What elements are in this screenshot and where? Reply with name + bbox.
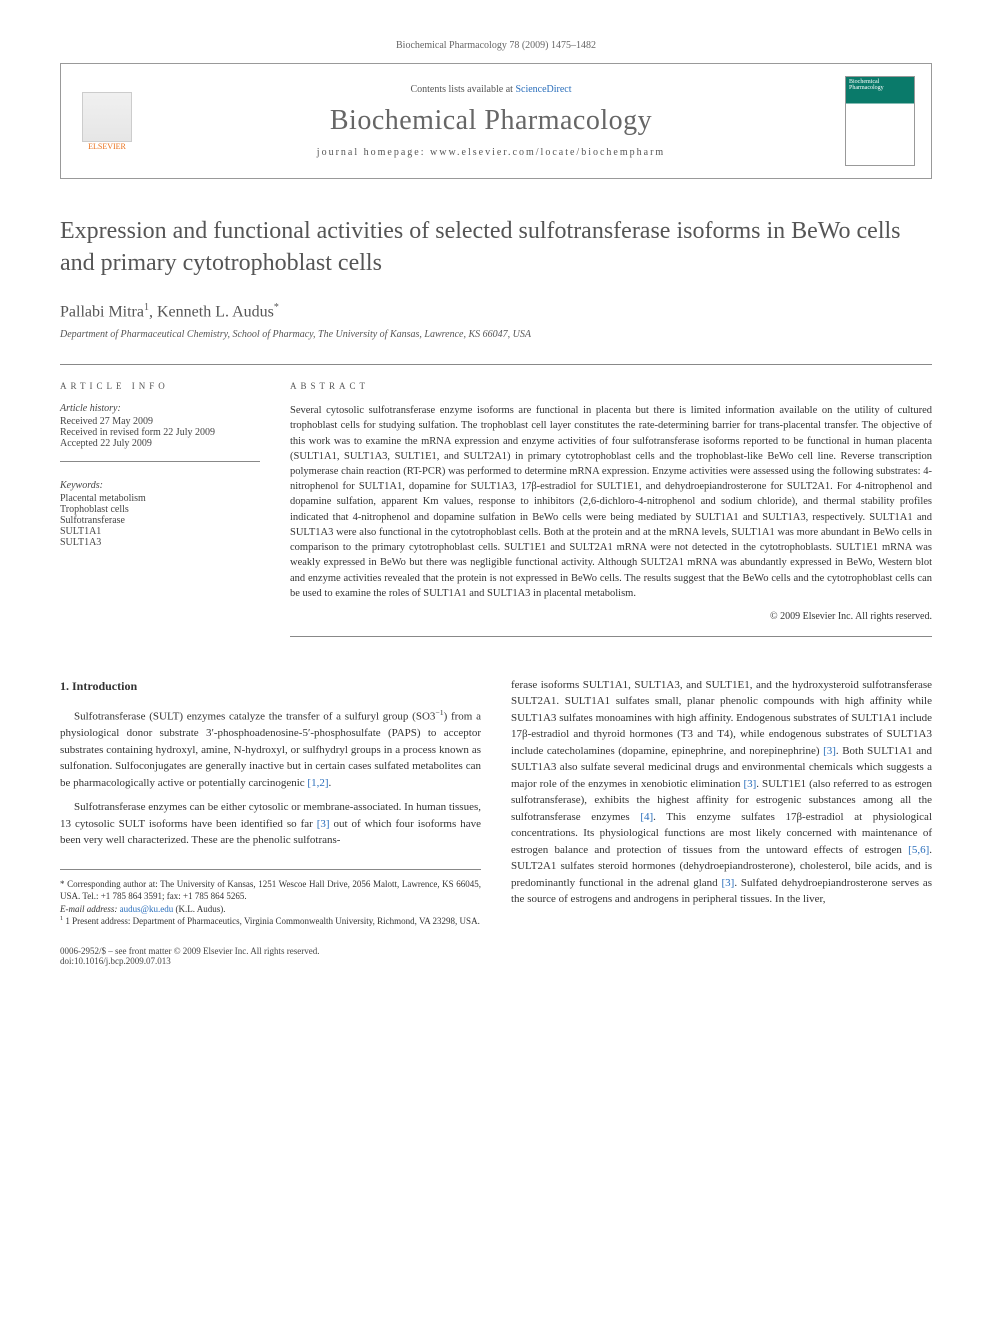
email-who: (K.L. Audus).: [173, 904, 225, 914]
section-1-head: 1. Introduction: [60, 677, 481, 695]
accepted: Accepted 22 July 2009: [60, 438, 260, 449]
abstract-col: ABSTRACT Several cytosolic sulfotransfer…: [290, 365, 932, 637]
article-info-head: ARTICLE INFO: [60, 381, 260, 391]
elsevier-tree-icon: [82, 92, 132, 142]
kw-4: SULT1A1: [60, 526, 260, 537]
journal-homepage: journal homepage: www.elsevier.com/locat…: [153, 147, 829, 158]
para-2: Sulfotransferase enzymes can be either c…: [60, 799, 481, 849]
cover-label: Biochemical Pharmacology: [849, 79, 914, 91]
email-label: E-mail address:: [60, 904, 120, 914]
p1c: .: [328, 777, 331, 789]
kw-5: SULT1A3: [60, 537, 260, 548]
keywords-label: Keywords:: [60, 480, 260, 491]
keywords: Keywords: Placental metabolism Trophobla…: [60, 480, 260, 560]
body-col-left: 1. Introduction Sulfotransferase (SULT) …: [60, 677, 481, 928]
journal-cover-thumb: Biochemical Pharmacology: [845, 76, 915, 166]
homepage-prefix: journal homepage:: [317, 147, 430, 158]
sciencedirect-link[interactable]: ScienceDirect: [515, 84, 571, 95]
issn-line: 0006-2952/$ – see front matter © 2009 El…: [60, 946, 932, 956]
present-address-footnote: 1 1 Present address: Department of Pharm…: [60, 915, 481, 928]
email-footnote: E-mail address: audus@ku.edu (K.L. Audus…: [60, 903, 481, 916]
header-center: Contents lists available at ScienceDirec…: [153, 84, 829, 158]
ref-4[interactable]: [4]: [640, 811, 653, 823]
abstract-copyright: © 2009 Elsevier Inc. All rights reserved…: [290, 611, 932, 622]
article-history: Article history: Received 27 May 2009 Re…: [60, 403, 260, 462]
kw-2: Trophoblast cells: [60, 504, 260, 515]
present-text: 1 Present address: Department of Pharmac…: [65, 916, 479, 926]
running-head: Biochemical Pharmacology 78 (2009) 1475–…: [60, 40, 932, 51]
ref-5-6[interactable]: [5,6]: [908, 844, 929, 856]
article-info-col: ARTICLE INFO Article history: Received 2…: [60, 365, 260, 637]
author-2-sup: *: [274, 302, 279, 313]
received: Received 27 May 2009: [60, 416, 260, 427]
para-1: Sulfotransferase (SULT) enzymes catalyze…: [60, 707, 481, 791]
body-columns: 1. Introduction Sulfotransferase (SULT) …: [60, 677, 932, 928]
publisher-name: ELSEVIER: [88, 142, 126, 151]
author-2: Kenneth L. Audus: [157, 303, 274, 320]
revised: Received in revised form 22 July 2009: [60, 427, 260, 438]
email-link[interactable]: audus@ku.edu: [120, 904, 174, 914]
ref-3c[interactable]: [3]: [722, 877, 735, 889]
front-matter-line: 0006-2952/$ – see front matter © 2009 El…: [60, 946, 932, 966]
ref-3a[interactable]: [3]: [823, 745, 836, 757]
doi-line: doi:10.1016/j.bcp.2009.07.013: [60, 956, 932, 966]
journal-name: Biochemical Pharmacology: [153, 105, 829, 137]
article-title: Expression and functional activities of …: [60, 215, 932, 280]
ref-3b[interactable]: [3]: [743, 778, 756, 790]
elsevier-logo: ELSEVIER: [77, 86, 137, 156]
corresponding-footnote: * Corresponding author at: The Universit…: [60, 878, 481, 903]
para-3: ferase isoforms SULT1A1, SULT1A3, and SU…: [511, 677, 932, 908]
history-label: Article history:: [60, 403, 260, 414]
journal-header: ELSEVIER Contents lists available at Sci…: [60, 63, 932, 179]
contents-available: Contents lists available at ScienceDirec…: [153, 84, 829, 95]
homepage-url: www.elsevier.com/locate/biochempharm: [430, 147, 665, 158]
so3-sup: −1: [435, 708, 443, 717]
body-col-right: ferase isoforms SULT1A1, SULT1A3, and SU…: [511, 677, 932, 928]
kw-3: Sulfotransferase: [60, 515, 260, 526]
meta-abstract-row: ARTICLE INFO Article history: Received 2…: [60, 364, 932, 637]
author-1: Pallabi Mitra: [60, 303, 144, 320]
authors: Pallabi Mitra1, Kenneth L. Audus*: [60, 302, 932, 321]
abstract-head: ABSTRACT: [290, 381, 932, 391]
abstract-text: Several cytosolic sulfotransferase enzym…: [290, 403, 932, 601]
ref-1-2[interactable]: [1,2]: [307, 777, 328, 789]
footnotes: * Corresponding author at: The Universit…: [60, 869, 481, 928]
kw-1: Placental metabolism: [60, 493, 260, 504]
affiliation: Department of Pharmaceutical Chemistry, …: [60, 329, 932, 340]
author-1-sup: 1: [144, 302, 149, 313]
p1a: Sulfotransferase (SULT) enzymes catalyze…: [74, 711, 435, 723]
ref-3[interactable]: [3]: [317, 818, 330, 830]
contents-prefix: Contents lists available at: [410, 84, 515, 95]
